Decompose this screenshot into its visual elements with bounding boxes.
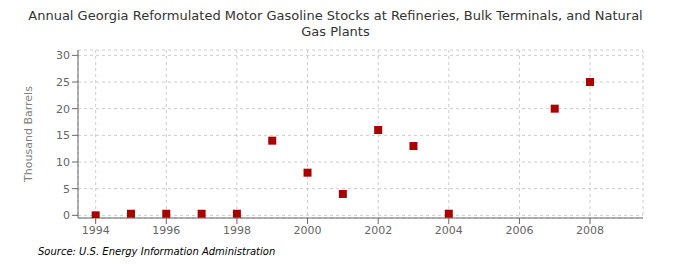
html-text:Annual Georgia Reformulated Mo: Annual Georgia Reformulated Motor Gasoli… (28, 8, 643, 23)
svg-text:10: 10 (56, 156, 70, 169)
svg-text:2008: 2008 (576, 224, 604, 237)
svg-text:5: 5 (63, 183, 70, 196)
svg-text:1994: 1994 (82, 224, 110, 237)
svg-text:30: 30 (56, 49, 70, 62)
svg-text:2006: 2006 (505, 224, 533, 237)
svg-text:25: 25 (56, 76, 70, 89)
html-text:Source: U.S. Energy Informatio: Source: U.S. Energy Information Administ… (38, 246, 276, 257)
svg-text:0: 0 (63, 209, 70, 222)
svg-text:2000: 2000 (294, 224, 322, 237)
svg-text:1998: 1998 (223, 224, 251, 237)
svg-text:2002: 2002 (364, 224, 392, 237)
svg-text:Thousand Barrels: Thousand Barrels (22, 86, 35, 183)
svg-text:20: 20 (56, 103, 70, 116)
html-text:Gas Plants: Gas Plants (301, 24, 370, 39)
svg-text:2004: 2004 (435, 224, 463, 237)
svg-text:1996: 1996 (152, 224, 180, 237)
svg-text:15: 15 (56, 129, 70, 142)
